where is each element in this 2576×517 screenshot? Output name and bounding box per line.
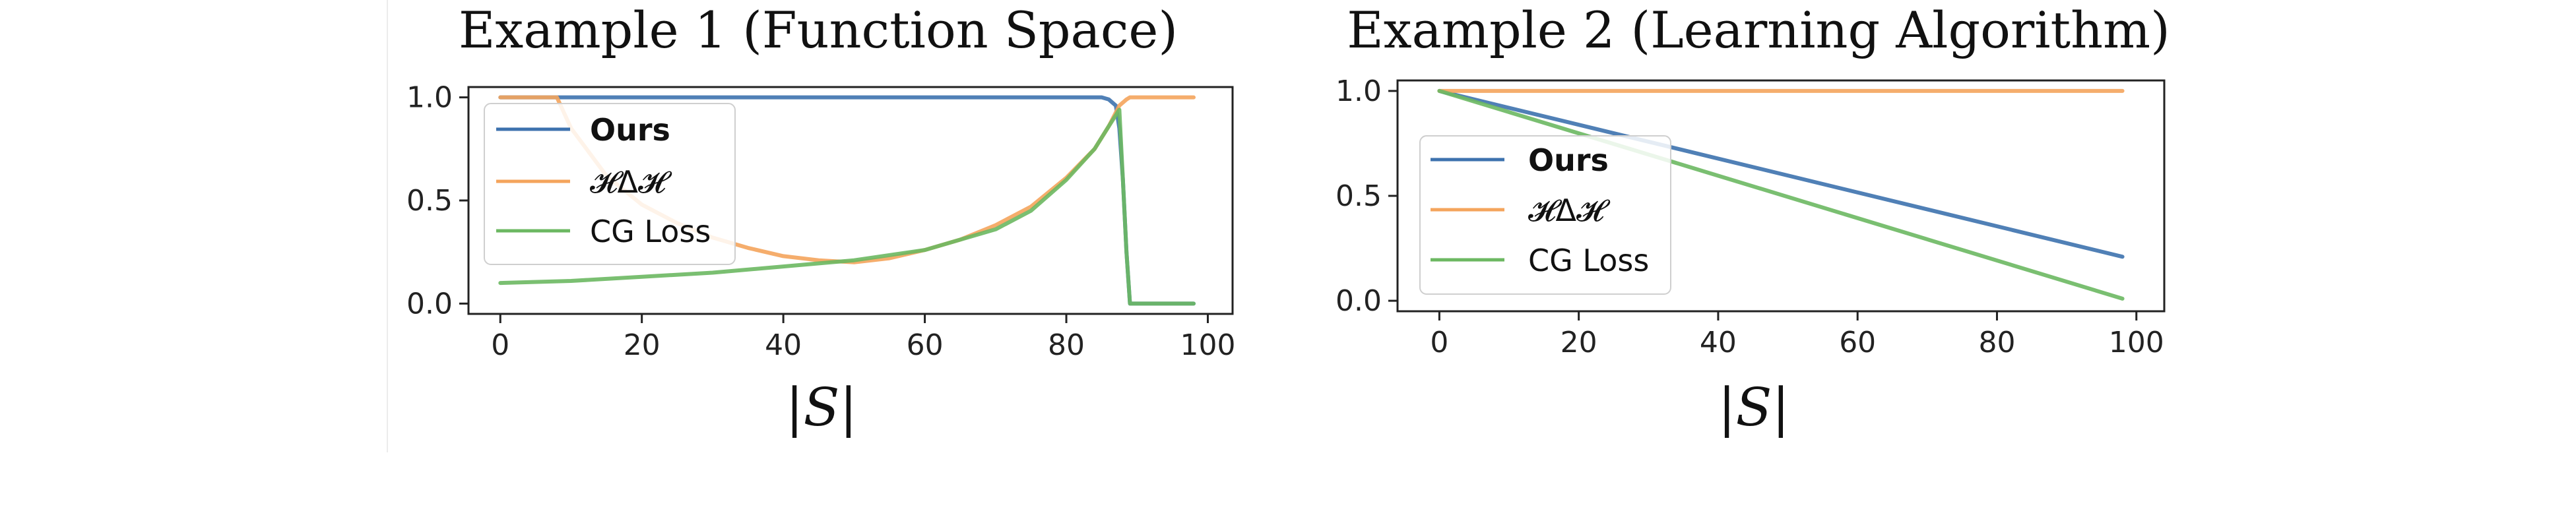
legend-box bbox=[1419, 135, 1671, 295]
x-tick-label: 0 bbox=[1430, 326, 1448, 359]
y-tick-label: 0.0 bbox=[1336, 284, 1382, 318]
x-tick-label: 20 bbox=[624, 328, 660, 362]
legend-label-ours: Ours bbox=[590, 112, 670, 148]
x-axis-label: |S| bbox=[1718, 377, 1790, 438]
y-tick-label: 0.5 bbox=[1336, 179, 1382, 213]
chart-example-2: Example 2 (Learning Algorithm) 0 20 40 60 80… bbox=[1336, 1, 2170, 438]
legend: Ours 𝓗Δ𝓗 CG Loss bbox=[1419, 135, 1671, 295]
x-tick-label: 60 bbox=[1839, 326, 1876, 359]
legend-label-cg-loss: CG Loss bbox=[590, 214, 711, 249]
y-tick-label: 1.0 bbox=[406, 81, 453, 115]
legend-box bbox=[484, 103, 736, 265]
chart-title: Example 1 (Function Space) bbox=[459, 1, 1178, 59]
series-line-cg-loss bbox=[1437, 88, 2125, 301]
legend-label-hdh: 𝓗Δ𝓗 bbox=[1528, 193, 1611, 228]
x-tick-label: 40 bbox=[1700, 326, 1737, 359]
chart-example-1: Example 1 (Function Space) 0 20 40 60 80 100 0… bbox=[406, 1, 1235, 438]
x-tick-label: 0 bbox=[491, 328, 509, 362]
chart-title: Example 2 (Learning Algorithm) bbox=[1347, 1, 2170, 59]
x-tick-label: 80 bbox=[1048, 328, 1085, 362]
y-tick-label: 0.5 bbox=[406, 184, 453, 218]
page-divider bbox=[387, 0, 388, 452]
x-tick-label: 100 bbox=[1180, 328, 1235, 362]
x-tick-label: 100 bbox=[2109, 326, 2164, 359]
x-tick-label: 80 bbox=[1978, 326, 2015, 359]
series-line-ours bbox=[1437, 88, 2125, 259]
legend-label-ours: Ours bbox=[1528, 142, 1609, 178]
x-tick-label: 40 bbox=[765, 328, 802, 362]
x-tick-label: 60 bbox=[907, 328, 944, 362]
x-axis-label: |S| bbox=[786, 377, 858, 438]
x-tick-label: 20 bbox=[1561, 326, 1597, 359]
y-tick-label: 0.0 bbox=[406, 287, 453, 320]
legend-label-hdh: 𝓗Δ𝓗 bbox=[590, 164, 672, 200]
y-tick-label: 1.0 bbox=[1336, 75, 1382, 108]
legend: Ours 𝓗Δ𝓗 CG Loss bbox=[484, 103, 736, 265]
legend-label-cg-loss: CG Loss bbox=[1528, 243, 1649, 278]
series-line-cg-loss bbox=[498, 107, 1196, 306]
